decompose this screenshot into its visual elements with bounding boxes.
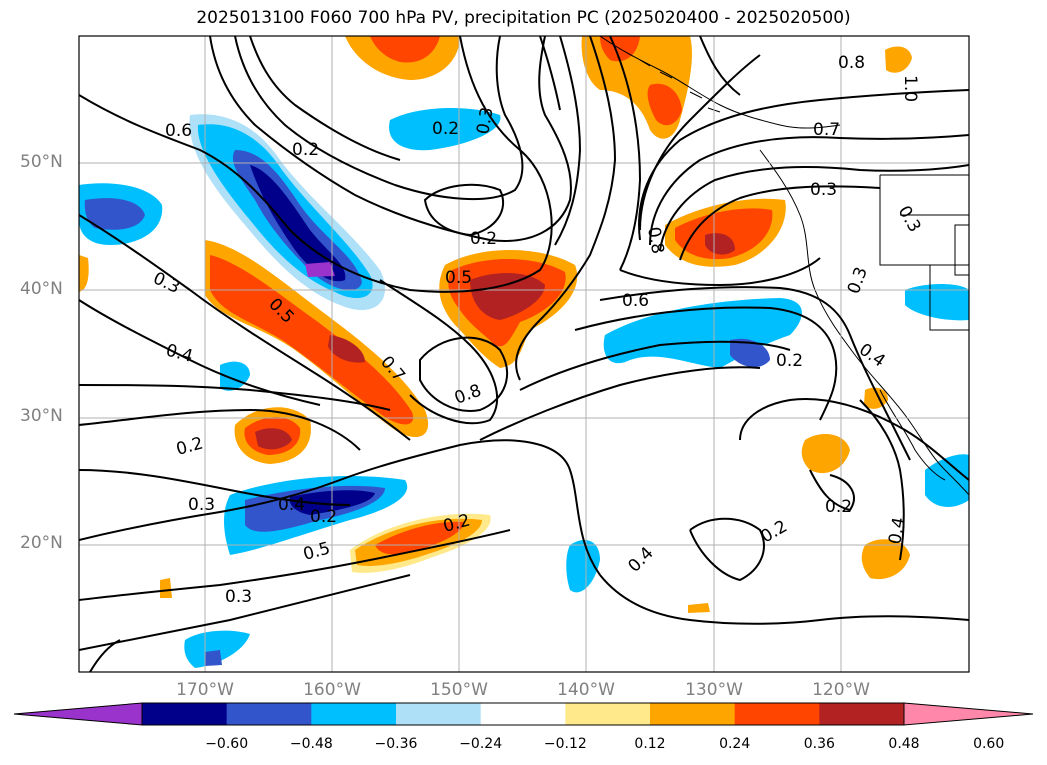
contour-label: 0.3 — [473, 106, 497, 136]
colorbar-tick-label: −0.36 — [374, 736, 418, 752]
pos-small-2 — [861, 539, 910, 580]
neg-small-3 — [184, 630, 250, 668]
colorbar-tick-label: 0.12 — [634, 736, 666, 752]
pos-small-5 — [160, 578, 172, 598]
state-lines — [879, 175, 969, 331]
map-frame — [78, 35, 970, 673]
pos-band-mid — [210, 255, 414, 425]
contour-label: 0.8 — [452, 381, 484, 409]
lon-label: 170°W — [176, 680, 234, 700]
contour-label: 0.2 — [174, 434, 205, 460]
neg-band-core — [250, 165, 346, 282]
colorbar-tick-label: 0.36 — [803, 736, 835, 752]
contour-label: 0.5 — [301, 539, 332, 565]
baja-coast — [879, 389, 946, 481]
colorbar-tick-label: 0.60 — [973, 736, 1005, 752]
colorbar-extend-left — [13, 702, 143, 726]
contour-label: 0.5 — [445, 268, 472, 288]
contour-label: 0.7 — [813, 120, 840, 140]
contour-label: 0.4 — [855, 340, 889, 372]
lat-label: 50°N — [20, 152, 63, 172]
contour-label: 0.4 — [164, 341, 195, 367]
pos-small-3 — [885, 46, 912, 73]
contour-label: 0.3 — [894, 203, 925, 236]
contour-label: 0.3 — [810, 180, 837, 200]
colorbar-swatch — [226, 703, 312, 725]
contour-label: 0.4 — [624, 543, 657, 576]
colorbar-tick-label: 0.48 — [888, 736, 920, 752]
colorbar-swatch — [819, 703, 905, 725]
lon-label: 140°W — [557, 680, 615, 700]
colorbar-swatch — [734, 703, 820, 725]
lon-label: 160°W — [303, 680, 361, 700]
contour-label: 0.2 — [825, 497, 852, 517]
lon-label: 120°W — [812, 680, 870, 700]
gridlines — [79, 36, 969, 672]
colorbar — [13, 702, 1034, 726]
colorbar-extend-right — [903, 702, 1034, 726]
alaska-islands — [639, 59, 721, 113]
colorbar-tick-label: −0.12 — [543, 736, 587, 752]
alaska-coast — [599, 36, 841, 129]
pos-central-core — [470, 273, 545, 320]
colorbar-swatch — [480, 703, 566, 725]
na-west-coast — [759, 149, 969, 496]
contour-label: 0.4 — [885, 516, 909, 546]
lat-label: 30°N — [20, 406, 63, 426]
contour-label: 0.2 — [470, 229, 497, 249]
contour-label: 1.0 — [900, 75, 920, 102]
neg-north-blob — [389, 108, 501, 151]
pos-band-peak — [328, 335, 365, 363]
colorbar-tick-label: −0.24 — [459, 736, 503, 752]
contour-label: 0.2 — [292, 140, 319, 160]
map-title: 2025013100 F060 700 hPa PV, precipitatio… — [196, 8, 851, 28]
colorbar-swatch — [396, 703, 482, 725]
coastlines — [599, 36, 969, 496]
contour-label: 0.6 — [622, 291, 649, 311]
pos-coast-core — [705, 233, 735, 255]
lon-label: 150°W — [430, 680, 488, 700]
lat-label: 20°N — [20, 533, 63, 553]
contour-label: 0.3 — [188, 495, 215, 515]
contour-labels: 0.6 0.2 0.3 0.2 0.8 1.0 0.7 0.3 0.3 0.8 … — [150, 53, 925, 607]
neg-small-1 — [566, 540, 600, 593]
pos-west-edge — [79, 255, 89, 292]
contour-label: 0.3 — [844, 264, 872, 296]
contour-label: 0.3 — [150, 268, 183, 298]
neg-band-peak — [305, 262, 335, 277]
lon-label: 130°W — [685, 680, 743, 700]
colorbar-tick-label: −0.60 — [205, 736, 249, 752]
neg-se-blob — [925, 454, 969, 507]
pos-small-1 — [801, 434, 850, 474]
colorbar-swatch — [565, 703, 651, 725]
neg-coast-blob — [905, 284, 969, 321]
colorbar-swatch — [650, 703, 736, 725]
lat-label: 40°N — [20, 279, 63, 299]
colorbar-tick-label: 0.24 — [719, 736, 751, 752]
contour-label: 0.2 — [310, 507, 337, 527]
neg-small-4 — [205, 650, 222, 666]
neg-east-core — [730, 338, 770, 368]
colorbar-swatch — [142, 703, 228, 725]
colorbar-tick-label: −0.48 — [289, 736, 333, 752]
pos-sub-core — [375, 521, 465, 555]
contour-label: 0.2 — [758, 516, 791, 547]
pos-ne-core — [647, 83, 682, 126]
contour-label: 0.8 — [838, 53, 865, 73]
pv-contours — [79, 36, 969, 672]
contour-label: 0.2 — [432, 119, 459, 139]
neg-west-core — [84, 198, 145, 230]
contour-label: 0.6 — [165, 121, 192, 141]
pos-28n-core — [255, 428, 292, 450]
pos-coast-mid — [675, 208, 773, 260]
pos-small-6 — [688, 603, 710, 613]
pos-north-core — [370, 36, 440, 63]
precip-shading — [79, 36, 969, 668]
contour-label: 0.4 — [278, 495, 305, 515]
contour-label: 0.2 — [776, 351, 803, 371]
contour-label: 0.8 — [643, 225, 667, 255]
colorbar-swatch — [311, 703, 397, 725]
contour-label: 0.3 — [225, 587, 252, 607]
